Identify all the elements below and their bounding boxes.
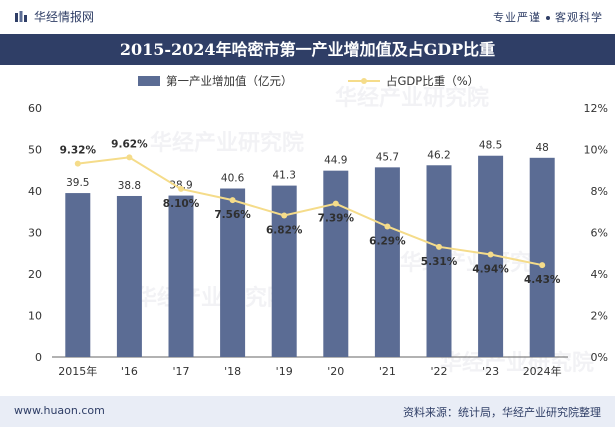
bar-labels: 39.5 38.8 38.9 40.6 41.3 44.9 45.7 46.2 48.5 48	[66, 140, 549, 192]
bar	[426, 165, 452, 357]
bar	[168, 195, 194, 357]
pct-value-label: 7.56%	[214, 209, 251, 221]
bar-value-label: 41.3	[273, 170, 296, 182]
pct-value-label: 4.94%	[472, 263, 509, 275]
bar	[323, 170, 349, 357]
brand-name: 华经情报网	[34, 10, 95, 24]
watermarks: 华经产业研究院 华经产业研究院 华经产业研究院 华经产业研究院 华经产业研究院	[135, 85, 594, 376]
x-labels: 2015年 '16 '17 '18 '19 '20 '21 '22 '23 2024年	[58, 364, 561, 378]
y-left-tick-label: 30	[28, 227, 42, 240]
pct-point	[229, 197, 236, 204]
pct-point	[281, 212, 288, 219]
bar-value-label: 38.8	[118, 180, 141, 192]
pct-point	[126, 154, 133, 161]
x-tick-label: '22	[430, 365, 447, 378]
y-left-tick-label: 20	[28, 268, 42, 281]
pct-value-label: 7.39%	[318, 213, 355, 225]
pct-value-label: 4.43%	[524, 274, 561, 286]
pct-point	[74, 160, 81, 167]
y-left-ticks: 0 10 20 30 40 50 60	[28, 102, 42, 364]
y-left-tick-label: 0	[35, 351, 42, 364]
y-right-tick-label: 4%	[591, 268, 608, 281]
bar	[220, 188, 246, 357]
x-tick-label: 2024年	[523, 364, 562, 378]
bar-value-label: 45.7	[376, 151, 399, 163]
tagline-left: 专业严谨	[493, 11, 541, 24]
bar-value-label: 44.9	[324, 155, 347, 167]
pct-value-label: 5.31%	[421, 256, 458, 268]
huajing-logo-icon	[15, 10, 27, 22]
y-right-tick-label: 10%	[584, 144, 608, 157]
bar	[271, 185, 297, 357]
y-left-tick-label: 50	[28, 144, 42, 157]
pct-value-label: 9.62%	[111, 138, 148, 150]
watermark-text: 华经产业研究院	[440, 350, 594, 376]
y-right-tick-label: 2%	[591, 310, 608, 323]
legend-bar-label: 第一产业增加值（亿元）	[166, 74, 293, 88]
legend-line-label: 占GDP比重（%）	[386, 74, 479, 88]
separator-dot-icon	[546, 16, 550, 20]
x-tick-label: '19	[276, 365, 293, 378]
legend-bar-swatch	[138, 76, 160, 86]
legend-line-marker	[361, 78, 367, 84]
chart: 华经产业研究院 华经产业研究院 华经产业研究院 华经产业研究院 华经产业研究院 …	[28, 74, 608, 378]
y-right-tick-label: 6%	[591, 227, 608, 240]
x-tick-label: '17	[172, 365, 189, 378]
bar-value-label: 48.5	[479, 140, 502, 152]
pct-point	[436, 243, 442, 250]
bar	[529, 157, 555, 357]
bar-value-label: 48	[536, 142, 549, 154]
y-right-tick-label: 0%	[591, 351, 608, 364]
bar	[374, 167, 400, 357]
y-left-tick-label: 60	[28, 102, 42, 115]
x-tick-label: '21	[379, 365, 396, 378]
bar	[116, 195, 142, 357]
y-right-tick-label: 12%	[584, 102, 608, 115]
pct-point	[539, 262, 546, 269]
legend: 第一产业增加值（亿元） 占GDP比重（%）	[138, 74, 479, 88]
pct-point	[178, 185, 184, 192]
watermark-text: 华经产业研究院	[135, 285, 289, 311]
bars	[65, 155, 555, 357]
footer-url: www.huaon.com	[14, 404, 105, 417]
x-tick-label: 2015年	[58, 364, 97, 378]
bar-value-label: 38.9	[169, 180, 192, 192]
y-right-tick-label: 8%	[591, 185, 608, 198]
x-tick-label: '20	[327, 365, 344, 378]
y-left-tick-label: 10	[28, 310, 42, 323]
brand: 华经情报网	[14, 8, 94, 25]
pct-point	[384, 223, 391, 230]
footer-source: 资料来源：统计局，华经产业研究院整理	[403, 406, 601, 419]
x-tick-label: '16	[121, 365, 138, 378]
tagline: 专业严谨 客观科学	[493, 9, 603, 25]
y-right-ticks: 0% 2% 4% 6% 8% 10% 12%	[584, 102, 608, 364]
pct-value-label: 8.10%	[163, 198, 200, 210]
pct-points	[74, 154, 546, 269]
top-bar: 华经情报网 专业严谨 客观科学	[0, 0, 615, 34]
pct-value-label: 6.29%	[369, 235, 406, 247]
x-tick-label: '23	[482, 365, 499, 378]
bar-value-label: 40.6	[221, 173, 245, 185]
pct-value-label: 9.32%	[60, 145, 97, 157]
pct-labels: 9.32% 9.62% 8.10% 7.56% 6.82% 7.39% 6.29% 5.31%…	[60, 138, 561, 286]
bar-value-label: 46.2	[427, 149, 450, 161]
tagline-right: 客观科学	[555, 11, 603, 24]
bar-value-label: 39.5	[66, 177, 89, 189]
x-tick-label: '18	[224, 365, 241, 378]
footer: www.huaon.com 资料来源：统计局，华经产业研究院整理	[0, 396, 615, 427]
chart-title: 2015-2024年哈密市第一产业增加值及占GDP比重	[0, 34, 615, 65]
bar	[65, 193, 91, 357]
watermark-text: 华经产业研究院	[150, 130, 304, 156]
watermark-text: 华经产业研究院	[335, 85, 489, 111]
pct-line	[77, 156, 543, 267]
pct-value-label: 6.82%	[266, 224, 303, 236]
pct-point	[487, 251, 494, 258]
y-left-tick-label: 40	[28, 185, 42, 198]
pct-point	[332, 200, 339, 207]
